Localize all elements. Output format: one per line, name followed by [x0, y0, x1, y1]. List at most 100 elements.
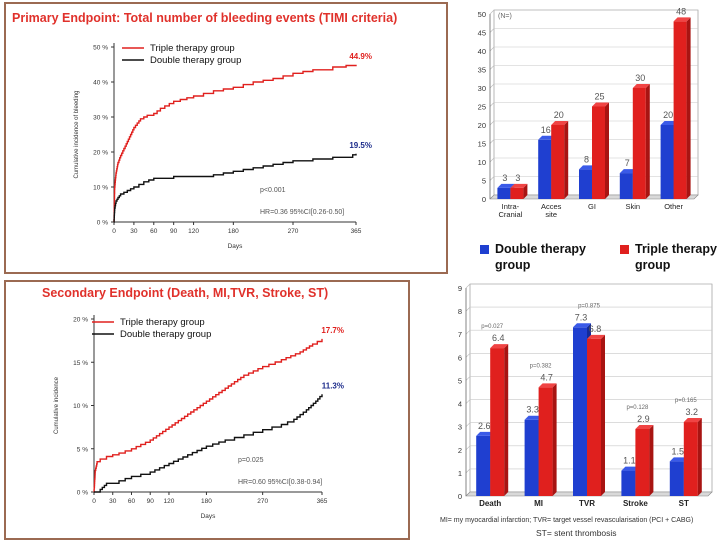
- y-tick-label: 50: [478, 10, 486, 19]
- y-axis-label: Cumulative incidence of bleeding: [74, 90, 80, 178]
- bar-value-label: 1.1: [623, 456, 636, 466]
- legend-swatch: [480, 245, 489, 254]
- p-value-label: p=0.027: [481, 324, 504, 330]
- bar-top: [632, 84, 650, 88]
- bleeding-site-chart: 0 5 10 15 20 25 30 35 40 45 50 (N=) 3 3 Intra-Cranial 1…: [478, 6, 717, 272]
- bar-top: [497, 183, 515, 188]
- bar-value-label: 3.3: [526, 405, 539, 415]
- p-value-label: p=0.875: [578, 303, 601, 309]
- y-tick-label: 5: [458, 376, 462, 385]
- x-tick-label: 120: [188, 228, 199, 235]
- x-tick-label: 270: [288, 228, 299, 235]
- triple-therapy-bar: [683, 422, 698, 496]
- triple-therapy-bar: [635, 428, 650, 496]
- hazard-ratio-annotation: HR=0.36 95%CI[0.26-0.50]: [260, 209, 344, 216]
- bar-value-label: 3.2: [686, 407, 699, 417]
- x-tick-label: 180: [201, 498, 212, 505]
- legend-label-line2: group: [635, 258, 671, 272]
- bar-value-label: 20: [554, 110, 564, 120]
- x-tick-label: 120: [164, 498, 175, 505]
- bar-side: [504, 344, 509, 496]
- triple-therapy-end-label: 17.7%: [321, 326, 344, 335]
- bar-top: [669, 457, 688, 462]
- triple-therapy-bar: [490, 348, 505, 496]
- gridline-side: [465, 306, 471, 312]
- category-label: site: [545, 210, 557, 219]
- legend-label: Double therapy group: [150, 55, 241, 66]
- bar-value-label: 7.3: [575, 312, 588, 322]
- double-therapy-end-label: 19.5%: [349, 141, 372, 150]
- bar-top: [551, 121, 569, 125]
- category-label: Death: [479, 499, 501, 508]
- y-tick-label: 20 %: [73, 317, 88, 324]
- legend-label: Triple therapy group: [120, 317, 205, 328]
- double-therapy-bar: [538, 139, 552, 199]
- footnote: MI= my myocardial infarction; TVR= targe…: [440, 517, 693, 524]
- triple-therapy-end-label: 44.9%: [349, 52, 372, 61]
- y-axis-label: Cumulative incidence: [54, 376, 60, 434]
- bar-value-label: 2.9: [637, 414, 650, 424]
- category-label: Skin: [626, 202, 641, 211]
- gridline-side: [489, 139, 495, 144]
- double-therapy-series-line: [94, 394, 323, 493]
- y-tick-label: 30: [478, 84, 486, 93]
- category-label: ST: [679, 499, 689, 508]
- bar-value-label: 4.7: [540, 372, 553, 382]
- bar-top: [573, 323, 591, 328]
- legend-swatch: [620, 245, 629, 254]
- double-therapy-bar: [524, 419, 539, 496]
- chart-title: (N=): [498, 13, 512, 20]
- gridline-side: [489, 176, 495, 181]
- bar-value-label: 7: [625, 158, 630, 168]
- y-tick-label: 45: [478, 29, 486, 38]
- bar-value-label: 20: [663, 110, 673, 120]
- y-tick-label: 15: [478, 140, 486, 149]
- x-tick-label: 90: [147, 498, 155, 505]
- secondary-components-chart: 0 1 2 3 4 5 6 7 8 9 2.6 6.4 Death p=0.027 3.3 4.7 MI p=0.…: [440, 283, 713, 538]
- bar-top: [538, 383, 557, 388]
- x-axis-label: Days: [228, 243, 244, 250]
- category-label: Acces: [541, 202, 562, 211]
- secondary-components-panel: 0 1 2 3 4 5 6 7 8 9 2.6 6.4 Death p=0.027 3.3 4.7 MI p=0.…: [440, 278, 718, 540]
- gridline-side: [465, 422, 471, 427]
- bar-side: [552, 383, 557, 496]
- p-value-annotation: p<0.001: [260, 187, 286, 194]
- x-tick-label: 365: [317, 498, 328, 505]
- category-label: Intra-: [502, 202, 520, 211]
- y-tick-label: 20: [478, 121, 486, 130]
- double-therapy-end-label: 11.3%: [322, 381, 344, 390]
- chart-title: Primary Endpoint: Total number of bleedi…: [12, 11, 397, 25]
- double-therapy-bar: [669, 461, 684, 496]
- y-tick-label: 5 %: [77, 446, 88, 453]
- bar-side: [697, 418, 702, 496]
- x-tick-label: 60: [150, 228, 158, 235]
- bar-top: [579, 165, 596, 170]
- x-tick-label: 30: [109, 498, 117, 505]
- x-tick-label: 365: [351, 228, 362, 235]
- bar-top: [673, 17, 691, 22]
- bar-value-label: 25: [594, 92, 604, 102]
- gridline-side: [465, 445, 471, 450]
- bar-side: [601, 334, 605, 496]
- p-value-annotation: p=0.025: [238, 457, 264, 464]
- gridline-side: [489, 83, 495, 89]
- triple-therapy-bar: [673, 21, 687, 200]
- legend-label-line1: Triple therapy: [635, 242, 717, 256]
- gridline-side: [465, 468, 471, 474]
- y-tick-label: 30 %: [93, 115, 108, 122]
- bar-top: [660, 121, 678, 125]
- category-label: Stroke: [623, 499, 648, 508]
- double-therapy-bar: [573, 327, 587, 496]
- bar-top: [510, 183, 528, 188]
- legend-label-line1: Double therapy: [495, 242, 586, 256]
- bar-value-label: 3: [502, 173, 507, 183]
- x-tick-label: 60: [128, 498, 136, 505]
- x-tick-label: 30: [130, 228, 138, 235]
- legend-label-line2: group: [495, 258, 531, 272]
- double-therapy-bar: [621, 470, 636, 496]
- y-tick-label: 2: [458, 446, 462, 455]
- y-tick-label: 6: [458, 353, 462, 362]
- bar-top: [592, 102, 609, 107]
- triple-therapy-bar: [551, 125, 565, 199]
- bar-value-label: 6.8: [589, 324, 602, 334]
